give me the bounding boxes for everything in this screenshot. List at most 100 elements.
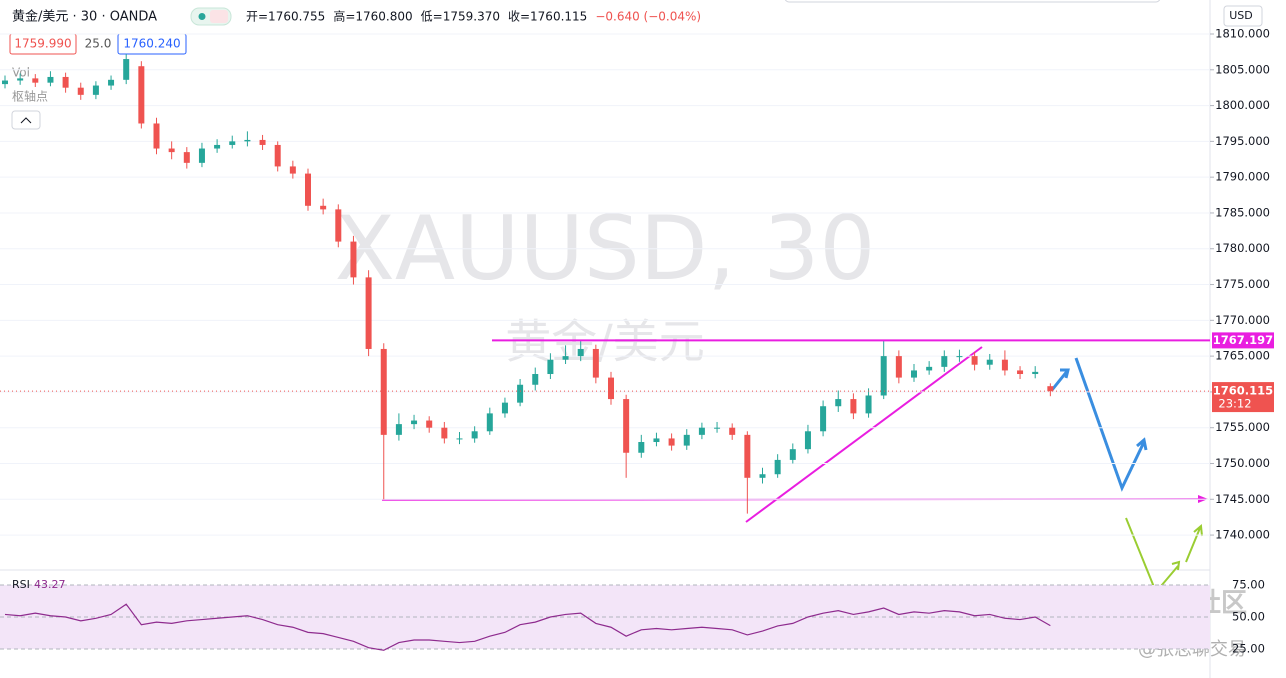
forecast-arrow[interactable] [1050,368,1070,391]
rsi-tick-label: 25.00 [1232,641,1265,655]
candle-body [668,438,675,446]
toolbar [784,0,1161,3]
candle-body [804,431,811,450]
y-tick-label: 1755.000 [1215,420,1270,434]
currency-button[interactable] [1223,5,1263,27]
countdown: 23:12 [1218,397,1251,411]
candle-body [638,442,645,453]
candle-body [456,438,463,440]
candle-body [774,459,781,475]
status-dot [198,13,206,20]
candle-body [941,356,948,367]
candle-body [835,399,842,407]
candle-body [911,370,917,378]
candle-body [926,366,933,371]
ohlc-value: 开=1760.755 [246,10,325,24]
candle-body [517,384,524,403]
y-tick-label: 1775.000 [1215,277,1270,291]
last-price-box [1212,382,1274,413]
y-tick-label: 1750.000 [1215,456,1270,470]
candle-body [653,438,660,443]
y-tick-label: 1790.000 [1215,170,1270,184]
y-tick-label: 1805.000 [1215,62,1270,76]
collapse-button[interactable] [11,110,41,130]
candle-body [850,399,857,414]
rsi-value: 43.27 [34,578,66,591]
candle-body [1001,359,1008,371]
candle-body [92,85,99,95]
candle-body [880,356,887,396]
candle-body [350,241,357,278]
candle-body [108,79,115,86]
currency[interactable]: USD [1229,9,1253,22]
candle-body [956,356,963,358]
y-tick-label: 1785.000 [1215,205,1270,219]
candle-body [683,434,690,446]
y-tick-label: 1780.000 [1215,241,1270,255]
candle-body [714,427,721,429]
candle-body [486,413,493,432]
candle-body [820,406,827,432]
ask: 1760.240 [123,37,180,51]
ohlc-legend: 开=1760.755 高=1760.800 低=1759.370 收=1760.115… [246,9,701,24]
resistance-label: 1767.197 [1213,333,1273,347]
rsi-tick-label: 50.00 [1232,610,1265,624]
candle-body [895,356,902,378]
y-tick-label: 1765.000 [1215,349,1270,363]
candle-body [608,377,614,400]
ohlc-value: 低=1759.370 [421,10,500,24]
forecast-arrow[interactable] [1074,357,1148,492]
candle-body [562,356,569,360]
candle-body [289,166,296,174]
candle-body [1047,386,1054,392]
candle-body [698,427,705,435]
y-tick-label: 1795.000 [1215,134,1270,148]
candle-body [532,374,539,385]
bid: 1759.990 [14,37,71,51]
candle-body [441,427,448,439]
rsi-line [4,603,1051,651]
candle-body [62,76,69,88]
status-icon [210,10,228,23]
candle-body [426,420,433,428]
symbol-title: 黄金/美元 · 30 · OANDA [12,9,157,25]
trend-line[interactable] [745,346,983,523]
rsi-tick-label: 75.00 [1232,578,1265,592]
indicator-label[interactable]: Vol [12,66,30,80]
candle-body [305,173,311,206]
candle-body [2,80,8,85]
spread: 25.0 [85,37,112,51]
candle-body [274,144,281,167]
ohlc-value: 高=1760.800 [333,9,412,24]
candle-body [259,139,266,145]
y-tick-label: 1745.000 [1215,492,1270,506]
ohlc-value: −0.640 (−0.04%) [595,10,701,24]
candle-body [411,420,418,425]
candle-body [1032,371,1039,375]
candle-body [971,356,978,365]
y-tick-label: 1770.000 [1215,313,1270,327]
candle-body [471,431,478,439]
candle-body [789,449,796,460]
candle-body [214,144,221,149]
candle-body [744,434,751,478]
y-tick-label: 1740.000 [1215,528,1270,542]
candle-body [229,141,236,145]
candle-body [77,87,84,95]
candle-body [986,359,993,365]
candle-body [244,139,251,142]
candle-body [547,359,554,375]
indicator-label[interactable]: 枢轴点 [12,89,48,104]
candle-body [759,474,766,478]
candle-body [320,205,327,210]
candle-body [1017,370,1024,375]
rsi-name: RSI [12,578,30,591]
candle-body [623,399,630,453]
candle-body [865,395,872,414]
candle-body [380,348,387,435]
candle-body [729,427,736,435]
y-tick-label: 1810.000 [1215,27,1270,41]
watermark: 黄金/美元 [505,315,705,369]
